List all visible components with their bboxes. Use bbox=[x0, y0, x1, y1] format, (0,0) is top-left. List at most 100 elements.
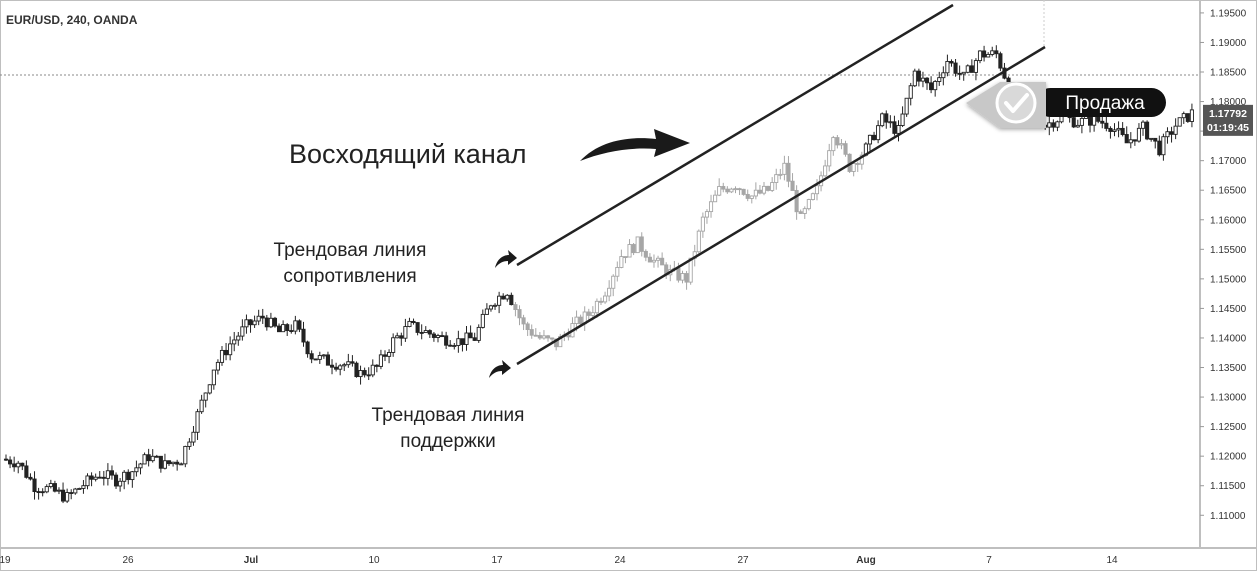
candle-body bbox=[937, 77, 942, 82]
candle-body bbox=[839, 143, 844, 146]
candle-body bbox=[97, 476, 102, 479]
candle-body bbox=[203, 392, 208, 401]
candle-body bbox=[215, 361, 220, 371]
candle-body bbox=[423, 330, 428, 334]
candle-body bbox=[859, 154, 864, 165]
candle-body bbox=[1071, 117, 1076, 128]
candle-body bbox=[676, 267, 681, 281]
candle-body bbox=[427, 330, 432, 335]
candle-body bbox=[884, 113, 889, 123]
candle-body bbox=[403, 326, 408, 339]
candle-body bbox=[109, 470, 115, 476]
y-tick-label: 1.16000 bbox=[1210, 215, 1247, 226]
candle-body bbox=[492, 304, 498, 307]
candle-body bbox=[175, 461, 180, 465]
candle-body bbox=[831, 137, 836, 152]
candle-body bbox=[1087, 115, 1093, 126]
candle-body bbox=[419, 331, 424, 334]
y-tick-label: 1.15000 bbox=[1210, 274, 1247, 285]
candle-body bbox=[607, 287, 612, 297]
candle-body bbox=[786, 162, 791, 182]
candle-body bbox=[252, 320, 257, 326]
candle-body bbox=[517, 309, 522, 319]
candle-body bbox=[1136, 127, 1141, 142]
y-tick-label: 1.12500 bbox=[1210, 422, 1247, 433]
candle-body bbox=[651, 259, 657, 263]
candle-body bbox=[61, 489, 66, 502]
time-axis[interactable] bbox=[0, 548, 1257, 571]
candle-body bbox=[293, 320, 298, 332]
y-tick-label: 1.14500 bbox=[1210, 304, 1247, 315]
candle-body bbox=[264, 317, 269, 328]
candle-body bbox=[362, 370, 367, 376]
candle-body bbox=[52, 483, 57, 492]
candle-body bbox=[81, 485, 86, 489]
candle-body bbox=[990, 50, 995, 55]
y-tick-label: 1.13500 bbox=[1210, 363, 1247, 374]
candle-body bbox=[574, 316, 579, 324]
candle-body bbox=[73, 488, 78, 494]
candle-body bbox=[1181, 113, 1186, 119]
y-tick-label: 1.11000 bbox=[1210, 511, 1246, 522]
candle-body bbox=[1140, 121, 1146, 129]
candle-body bbox=[464, 332, 469, 345]
candle-body bbox=[684, 273, 689, 283]
candle-body bbox=[1157, 140, 1162, 156]
candle-body bbox=[1055, 121, 1060, 128]
candle-body bbox=[790, 180, 795, 191]
candle-body bbox=[867, 134, 873, 145]
candle-body bbox=[305, 341, 310, 355]
candle-body bbox=[982, 50, 987, 58]
candle-body bbox=[69, 492, 74, 494]
candle-body bbox=[656, 257, 661, 261]
candle-body bbox=[766, 185, 771, 191]
x-tick-label: Jul bbox=[244, 555, 259, 566]
candle-body bbox=[36, 491, 41, 494]
candle-body bbox=[40, 491, 45, 494]
candle-body bbox=[313, 358, 318, 361]
candle-body bbox=[138, 463, 143, 469]
candle-body bbox=[533, 334, 538, 337]
candle-body bbox=[472, 337, 477, 341]
candle-body bbox=[321, 354, 326, 357]
candle-body bbox=[635, 236, 640, 254]
support-label-line2: поддержки bbox=[400, 431, 495, 452]
candle-body bbox=[904, 97, 909, 115]
candle-body bbox=[537, 335, 542, 339]
y-tick-label: 1.15500 bbox=[1210, 245, 1247, 256]
candle-body bbox=[969, 65, 974, 73]
candle-body bbox=[660, 257, 665, 266]
candle-body bbox=[603, 295, 608, 303]
candle-body bbox=[749, 195, 754, 199]
candle-body bbox=[484, 308, 489, 315]
candle-body bbox=[199, 399, 204, 413]
candle-body bbox=[757, 189, 762, 194]
candle-body bbox=[1145, 121, 1150, 140]
countdown-text: 01:19:45 bbox=[1207, 122, 1249, 134]
support-trendline[interactable] bbox=[516, 45, 1046, 366]
candle-body bbox=[191, 431, 196, 443]
resistance-trendline[interactable] bbox=[516, 3, 954, 267]
candle-body bbox=[297, 320, 302, 330]
candle-body bbox=[541, 335, 546, 339]
candle-body bbox=[509, 294, 514, 306]
candle-body bbox=[346, 361, 351, 366]
candle-body bbox=[986, 53, 991, 58]
candle-body bbox=[957, 72, 962, 75]
candle-body bbox=[1075, 124, 1080, 128]
candle-body bbox=[802, 208, 807, 214]
candle-body bbox=[195, 411, 200, 433]
candle-body bbox=[627, 244, 632, 258]
candle-body bbox=[1124, 134, 1129, 144]
candle-body bbox=[256, 315, 261, 322]
sell-callout[interactable]: Продажа bbox=[966, 82, 1166, 128]
candle-body bbox=[488, 305, 494, 310]
y-tick-label: 1.19000 bbox=[1210, 38, 1247, 49]
price-axis[interactable] bbox=[1200, 0, 1257, 548]
support-label-line1: Трендовая линия bbox=[372, 405, 525, 426]
candle-body bbox=[228, 343, 233, 356]
candle-body bbox=[118, 480, 123, 487]
candle-body bbox=[101, 476, 106, 479]
candle-body bbox=[806, 199, 811, 210]
